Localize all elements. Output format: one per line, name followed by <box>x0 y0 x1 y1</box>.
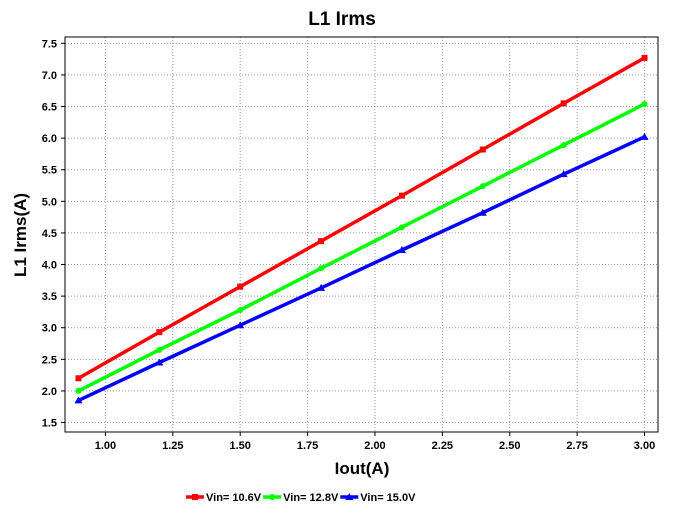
x-tick-label: 3.00 <box>634 440 655 452</box>
x-tick-label: 1.00 <box>95 440 116 452</box>
data-point <box>398 192 405 199</box>
chart-title: L1 Irms <box>308 9 376 30</box>
legend: Vin= 10.6V Vin= 12.8V Vin= 15.0V <box>186 492 416 504</box>
data-point <box>155 358 164 366</box>
x-tick-label: 2.25 <box>432 440 453 452</box>
y-tick-label: 2.5 <box>42 354 57 366</box>
data-point <box>156 329 163 336</box>
x-tick-label: 2.50 <box>499 440 520 452</box>
legend-label: Vin= 10.6V <box>206 492 262 504</box>
data-point <box>641 100 648 107</box>
y-tick-label: 2.0 <box>42 386 57 398</box>
legend-label: Vin= 12.8V <box>283 492 339 504</box>
data-point <box>237 283 244 290</box>
data-point <box>75 375 82 382</box>
data-point <box>479 146 486 153</box>
series-line <box>77 135 646 402</box>
legend-item: Vin= 15.0V <box>340 492 416 504</box>
legend-marker <box>269 494 276 500</box>
y-tick-label: 5.0 <box>42 196 57 208</box>
legend-marker <box>345 493 354 500</box>
data-point <box>317 283 326 291</box>
y-tick-label: 4.5 <box>42 228 57 240</box>
y-tick-label: 3.5 <box>42 291 57 303</box>
legend-item: Vin= 10.6V <box>186 492 262 504</box>
y-tick-label: 1.5 <box>42 418 57 430</box>
y-axis-label: L1 Irms(A) <box>11 193 30 277</box>
x-axis-label: Iout(A) <box>335 459 390 478</box>
x-tick-label: 2.75 <box>566 440 587 452</box>
data-point <box>75 387 82 394</box>
legend-item: Vin= 12.8V <box>263 492 339 504</box>
y-tick-label: 5.5 <box>42 165 57 177</box>
data-point <box>237 307 244 314</box>
y-tick-label: 3.0 <box>42 323 57 335</box>
series-1 <box>75 54 648 382</box>
legend-label: Vin= 15.0V <box>360 492 416 504</box>
data-point <box>398 224 405 231</box>
grid <box>65 37 658 432</box>
series-3 <box>74 132 649 404</box>
y-tick-label: 7.5 <box>42 38 57 50</box>
data-point <box>156 346 163 353</box>
data-point <box>560 100 567 107</box>
data-point <box>640 132 649 140</box>
y-tick-label: 6.0 <box>42 133 57 145</box>
y-tick-label: 7.0 <box>42 70 57 82</box>
data-point <box>479 183 486 190</box>
x-tick-label: 2.00 <box>364 440 385 452</box>
legend-marker <box>192 494 198 500</box>
data-point <box>560 142 567 149</box>
data-point <box>318 265 325 272</box>
plot-frame <box>64 36 659 433</box>
data-point <box>397 245 406 253</box>
y-tick-label: 6.5 <box>42 102 57 114</box>
x-tick-label: 1.50 <box>229 440 250 452</box>
data-point <box>559 170 568 178</box>
y-tick-label: 4.0 <box>42 260 57 272</box>
data-point <box>478 208 487 216</box>
series-line <box>77 56 646 380</box>
series-2 <box>75 100 648 394</box>
data-point <box>318 238 325 245</box>
data-point <box>641 54 648 61</box>
x-tick-label: 1.25 <box>162 440 183 452</box>
data-point <box>74 396 83 404</box>
series-line <box>77 102 646 393</box>
x-tick-label: 1.75 <box>297 440 318 452</box>
tick-labels: 1.00 1.25 1.50 1.75 2.00 2.25 2.50 2.75 3.00 1.5 2… <box>42 38 656 452</box>
data-point <box>236 321 245 329</box>
series-lines <box>74 54 649 404</box>
